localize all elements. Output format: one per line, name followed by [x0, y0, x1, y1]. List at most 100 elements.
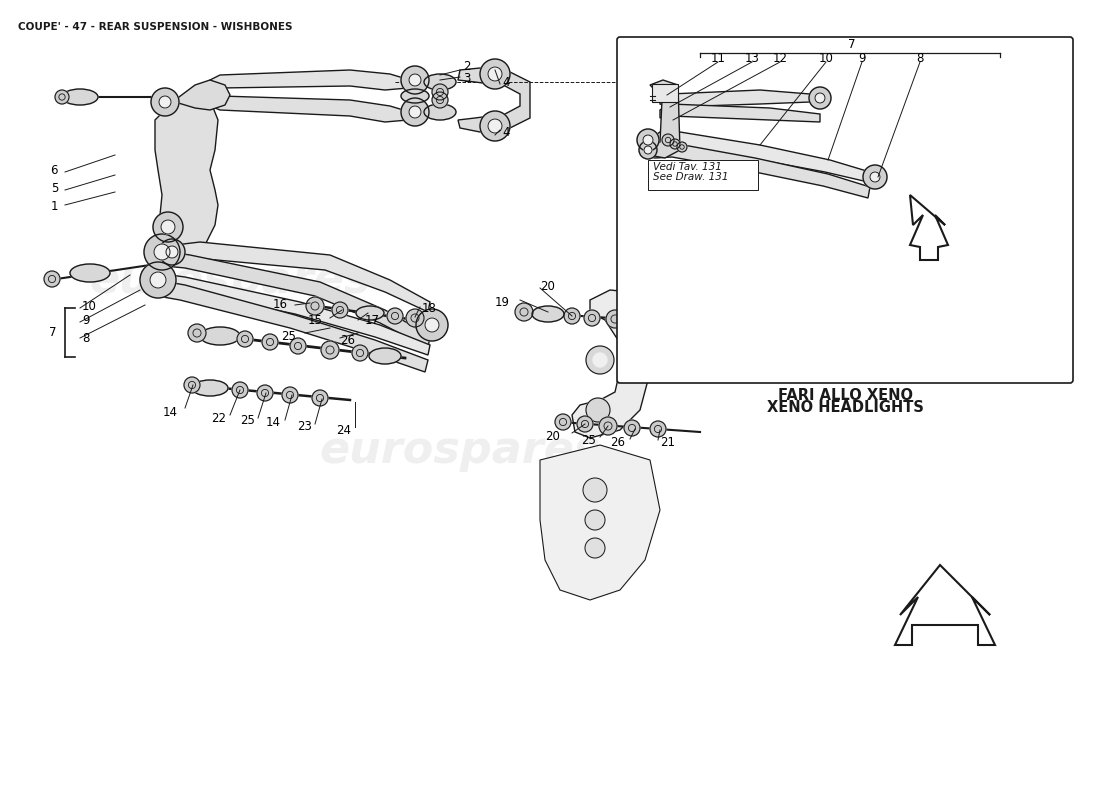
Text: 17: 17	[365, 314, 380, 327]
Circle shape	[585, 510, 605, 530]
Text: 10: 10	[82, 301, 97, 314]
Text: 7: 7	[848, 38, 856, 50]
Circle shape	[432, 92, 448, 108]
Ellipse shape	[368, 348, 402, 364]
Circle shape	[409, 74, 421, 86]
Text: 25: 25	[581, 434, 596, 446]
Text: 19: 19	[495, 297, 510, 310]
Circle shape	[488, 67, 502, 81]
Circle shape	[290, 338, 306, 354]
Polygon shape	[175, 80, 230, 110]
Polygon shape	[158, 252, 430, 348]
Circle shape	[166, 246, 178, 258]
Text: 9: 9	[858, 51, 866, 65]
Text: 3: 3	[463, 71, 471, 85]
Ellipse shape	[424, 104, 456, 120]
Polygon shape	[210, 96, 410, 122]
Text: 25: 25	[240, 414, 255, 427]
Polygon shape	[895, 565, 996, 645]
Polygon shape	[642, 142, 870, 198]
Polygon shape	[155, 90, 218, 255]
Text: 8: 8	[82, 331, 89, 345]
Polygon shape	[572, 290, 648, 438]
Text: 7: 7	[50, 326, 57, 338]
Circle shape	[637, 129, 659, 151]
Circle shape	[600, 417, 617, 435]
Circle shape	[232, 382, 248, 398]
Circle shape	[606, 310, 624, 328]
Circle shape	[593, 353, 607, 367]
Text: 13: 13	[745, 51, 759, 65]
Ellipse shape	[70, 264, 110, 282]
Text: 6: 6	[51, 163, 58, 177]
Circle shape	[662, 134, 674, 146]
Circle shape	[154, 244, 170, 260]
Text: 24: 24	[336, 423, 351, 437]
Text: 20: 20	[540, 281, 554, 294]
Polygon shape	[156, 282, 428, 372]
FancyBboxPatch shape	[617, 37, 1072, 383]
Circle shape	[644, 146, 652, 154]
Circle shape	[150, 272, 166, 288]
Circle shape	[352, 345, 368, 361]
Circle shape	[402, 98, 429, 126]
Polygon shape	[210, 70, 410, 90]
Circle shape	[488, 119, 502, 133]
Text: COUPE' - 47 - REAR SUSPENSION - WISHBONES: COUPE' - 47 - REAR SUSPENSION - WISHBONE…	[18, 22, 293, 32]
Polygon shape	[158, 275, 430, 355]
Circle shape	[644, 135, 653, 145]
Circle shape	[151, 88, 179, 116]
Circle shape	[564, 308, 580, 324]
Circle shape	[480, 59, 510, 89]
Ellipse shape	[402, 89, 429, 103]
Circle shape	[144, 234, 180, 270]
Circle shape	[585, 538, 605, 558]
Circle shape	[160, 96, 170, 108]
Circle shape	[332, 302, 348, 318]
Polygon shape	[910, 195, 948, 260]
Text: 5: 5	[51, 182, 58, 194]
Text: 4: 4	[502, 126, 509, 138]
Circle shape	[306, 297, 324, 315]
Circle shape	[425, 318, 439, 332]
Circle shape	[160, 239, 185, 265]
Text: 4: 4	[502, 75, 509, 89]
Bar	[652, 84, 678, 102]
Circle shape	[515, 303, 534, 321]
Circle shape	[586, 346, 614, 374]
Text: See Draw. 131: See Draw. 131	[653, 172, 728, 182]
Circle shape	[184, 377, 200, 393]
Text: 18: 18	[422, 302, 437, 314]
Circle shape	[387, 308, 403, 324]
Text: 12: 12	[772, 51, 788, 65]
Text: 2: 2	[463, 61, 471, 74]
Circle shape	[236, 331, 253, 347]
Circle shape	[262, 334, 278, 350]
Text: 23: 23	[297, 421, 312, 434]
Ellipse shape	[62, 89, 98, 105]
Circle shape	[583, 478, 607, 502]
Circle shape	[584, 310, 600, 326]
Circle shape	[282, 387, 298, 403]
Text: eurospares: eurospares	[319, 429, 601, 471]
Ellipse shape	[192, 380, 228, 396]
Circle shape	[409, 106, 421, 118]
Text: Vedi Tav. 131: Vedi Tav. 131	[653, 162, 722, 172]
Text: 8: 8	[916, 51, 924, 65]
Circle shape	[578, 416, 593, 432]
Text: 14: 14	[163, 406, 178, 418]
Circle shape	[55, 90, 69, 104]
Text: FARI ALLO XENO: FARI ALLO XENO	[778, 388, 913, 403]
Polygon shape	[645, 80, 680, 158]
Circle shape	[624, 420, 640, 436]
Circle shape	[676, 142, 688, 152]
Circle shape	[44, 271, 60, 287]
Circle shape	[153, 212, 183, 242]
Circle shape	[870, 172, 880, 182]
Text: 14: 14	[266, 417, 280, 430]
Polygon shape	[660, 104, 820, 122]
Ellipse shape	[424, 74, 456, 90]
Polygon shape	[540, 445, 660, 600]
Polygon shape	[645, 132, 870, 182]
Circle shape	[312, 390, 328, 406]
